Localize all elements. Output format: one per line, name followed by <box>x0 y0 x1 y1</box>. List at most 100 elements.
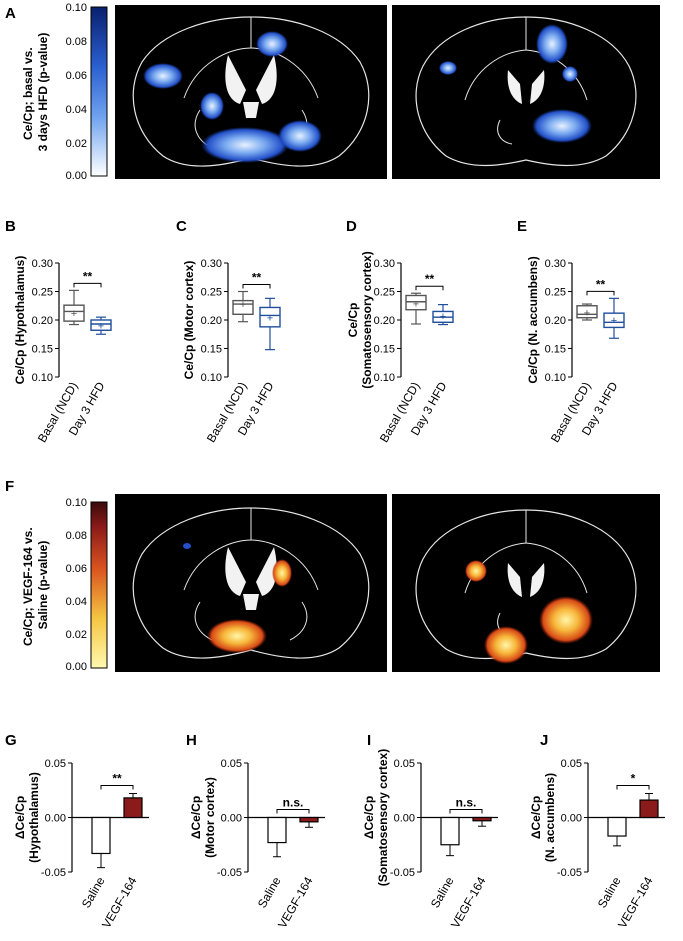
y-tick-label: 0.25 <box>201 287 222 299</box>
box-rect <box>405 294 427 311</box>
panel-letter-h: H <box>186 732 197 749</box>
y-tick-label: 0.05 <box>45 758 66 770</box>
y-tick-label: 0.10 <box>32 372 53 384</box>
y-tick-label: 0.05 <box>221 758 242 770</box>
colorbar-f <box>90 501 108 669</box>
significance-bracket <box>586 290 615 296</box>
y-tick-label: -0.05 <box>390 867 415 879</box>
y-axis-label: ΔCe/Cp(Hypothalamus) <box>13 772 41 863</box>
colorbar-f-tick: 0.06 <box>66 563 87 575</box>
y-axis-label-line: (Hypothalamus) <box>27 772 41 863</box>
colorbar-a-tick: 0.08 <box>66 36 87 48</box>
y-tick-label: 0.00 <box>394 813 415 825</box>
colorbar-a-tick: 0.06 <box>66 70 87 82</box>
colorbar-f-label: Ce/Cp; VEGF-164 vs. Saline (p-value) <box>21 524 50 646</box>
y-axis-label: Ce/Cp (Motor cortex) <box>182 261 196 380</box>
colorbar-f-tick: 0.10 <box>66 497 87 509</box>
significance-bracket <box>242 284 271 289</box>
panel-letter-a: A <box>5 5 16 22</box>
significance-label: n.s. <box>456 796 477 810</box>
box-mean-marker: + <box>584 308 590 320</box>
y-tick-label: 0.30 <box>374 258 395 270</box>
y-axis-label-line: ΔCe/Cp <box>529 796 543 839</box>
bar <box>472 816 492 822</box>
box-mean-marker: + <box>611 315 617 327</box>
colorbar-f-tick: 0.08 <box>66 530 87 542</box>
y-tick-label: 0.20 <box>545 315 566 327</box>
y-tick-label: 0.05 <box>394 758 415 770</box>
y-tick-label: 0.20 <box>32 315 53 327</box>
panel-letter-c: C <box>176 218 187 235</box>
y-tick-label: 0.15 <box>32 344 53 356</box>
y-axis-label-line: ΔCe/Cp <box>362 796 376 839</box>
x-category-label: Saline <box>595 874 624 910</box>
y-tick-label: 0.20 <box>374 315 395 327</box>
y-tick-label: 0.30 <box>545 258 566 270</box>
x-category-label: Saline <box>79 874 108 910</box>
significance-bracket <box>276 809 310 814</box>
bar <box>123 797 143 819</box>
colorbar-a-tick: 0.00 <box>66 170 87 182</box>
y-tick-label: 0.00 <box>561 813 582 825</box>
chart-c: 0.30 0.25 0.20 0.15 0.10 Ce/Cp (Motor cortex)… <box>182 258 281 445</box>
y-axis-label-line: ΔCe/Cp <box>13 796 27 839</box>
box-rect <box>576 305 598 319</box>
significance-label: ** <box>83 269 93 283</box>
significance-bracket <box>449 809 483 814</box>
bar <box>91 816 111 855</box>
y-axis-label-line: (Somatosensory cortex) <box>376 749 390 886</box>
x-category-label: Saline <box>255 874 284 910</box>
y-axis-label-line: Ce/Cp (Hypothalamus) <box>13 256 27 385</box>
colorbar-a-tick: 0.10 <box>66 2 87 14</box>
y-tick-label: 0.15 <box>201 344 222 356</box>
y-tick-label: -0.05 <box>557 867 582 879</box>
colorbar-a-tick: 0.02 <box>66 138 87 150</box>
panel-letter-i: I <box>367 732 371 749</box>
colorbar-a <box>90 6 108 177</box>
y-axis-label: Ce/Cp (N. accumbens) <box>526 256 540 383</box>
colorbar-f-tick: 0.04 <box>66 596 87 608</box>
y-tick-label: 0.10 <box>374 372 395 384</box>
panel-letter-j: J <box>540 732 548 749</box>
y-tick-label: 0.30 <box>201 258 222 270</box>
panel-letter-f: F <box>5 478 14 495</box>
panel-letter-b: B <box>5 218 16 235</box>
significance-bracket <box>616 785 650 790</box>
y-tick-label: -0.05 <box>217 867 242 879</box>
colorbar-f-tick: 0.00 <box>66 661 87 673</box>
box-rect <box>603 312 625 329</box>
y-tick-label: 0.25 <box>374 287 395 299</box>
x-category-label: Saline <box>428 874 457 910</box>
colorbar-a-tick: 0.04 <box>66 104 87 116</box>
bar <box>267 816 287 844</box>
y-axis-label: Ce/Cp(Somatosensory cortex) <box>346 251 374 388</box>
colorbar-f-tick: 0.02 <box>66 629 87 641</box>
bar <box>639 799 659 819</box>
y-axis-label: ΔCe/Cp(N. accumbens) <box>529 773 557 862</box>
significance-label: n.s. <box>283 796 304 810</box>
y-axis-label-line: ΔCe/Cp <box>189 796 203 839</box>
box-rect <box>259 306 281 328</box>
significance-label: * <box>631 772 636 786</box>
y-axis-label-line: Ce/Cp (N. accumbens) <box>526 256 540 383</box>
y-tick-label: 0.30 <box>32 258 53 270</box>
panel-letter-e: E <box>517 218 527 235</box>
y-axis-label-line: (Motor cortex) <box>203 777 217 858</box>
colorbar-a-ticks: 0.10 0.08 0.06 0.04 0.02 0.00 <box>66 2 87 182</box>
brain-map-a-right <box>392 5 660 179</box>
y-axis-label: ΔCe/Cp(Somatosensory cortex) <box>362 749 390 886</box>
y-tick-label: 0.25 <box>545 287 566 299</box>
significance-label: ** <box>112 772 122 786</box>
box-mean-marker: + <box>98 321 104 333</box>
box-mean-marker: + <box>267 313 273 325</box>
y-axis-label-line: (N. accumbens) <box>543 773 557 862</box>
panel-letter-g: G <box>5 732 17 749</box>
y-axis-label-line: Ce/Cp <box>346 303 360 338</box>
significance-bracket <box>100 785 134 790</box>
y-axis-label: Ce/Cp (Hypothalamus) <box>13 256 27 385</box>
chart-g: 0.050.00-0.05ΔCe/Cp(Hypothalamus)SalineV… <box>13 758 149 931</box>
